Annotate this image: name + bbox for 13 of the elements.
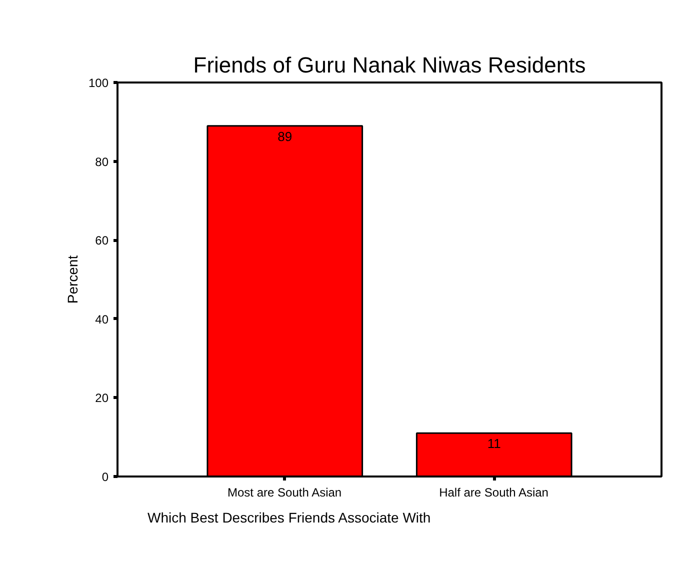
y-tick-label: 60 (95, 234, 109, 248)
x-axis-title: Which Best Describes Friends Associate With (148, 510, 431, 526)
data-label: 11 (487, 436, 501, 452)
data-label: 89 (278, 128, 292, 144)
x-tick-label: Most are South Asian (228, 486, 342, 500)
y-tick-label: 20 (95, 391, 109, 406)
y-tick-label: 80 (95, 154, 109, 169)
y-tick-label: 40 (95, 312, 109, 326)
y-tick-label: 0 (102, 470, 109, 484)
y-axis-title: Percent (64, 255, 80, 304)
y-tick-label: 100 (88, 76, 109, 90)
chart-title: Friends of Guru Nanak Niwas Residents (193, 52, 586, 78)
x-tick-label: Half are South Asian (439, 486, 548, 500)
